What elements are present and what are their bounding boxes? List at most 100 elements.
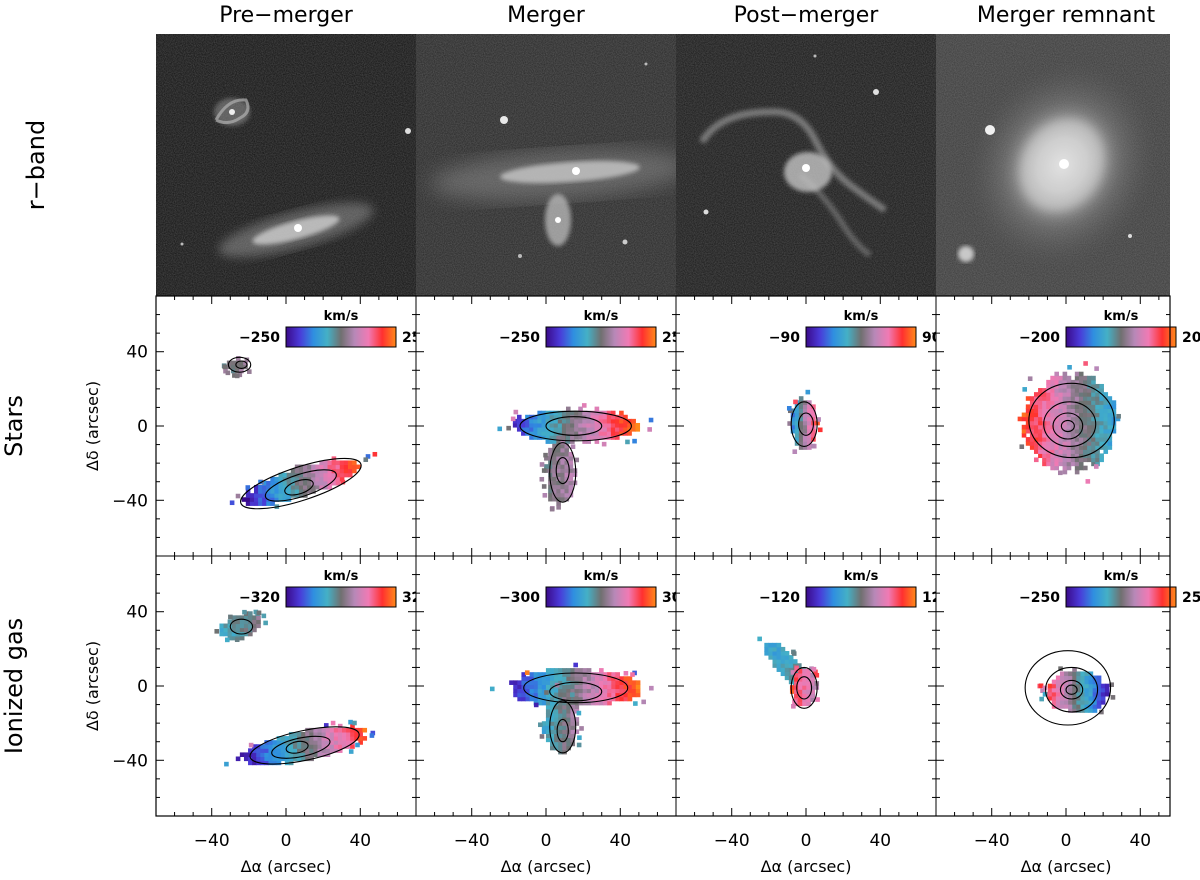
velocity-pixel xyxy=(1087,449,1092,454)
velocity-pixel xyxy=(806,685,811,690)
velocity-pixel xyxy=(325,740,331,745)
velocity-pixel xyxy=(1050,457,1055,463)
velocity-pixel xyxy=(1062,457,1068,463)
velocity-pixel xyxy=(802,408,808,414)
velocity-pixel xyxy=(1058,453,1064,459)
velocity-pixel xyxy=(541,688,547,694)
velocity-pixel xyxy=(372,451,378,457)
velocity-pixel xyxy=(568,484,574,490)
velocity-pixel xyxy=(319,468,324,474)
colorbar: km/s−200200 xyxy=(1019,309,1200,348)
velocity-pixel xyxy=(560,480,566,486)
velocity-pixel xyxy=(590,422,596,428)
intensity-contour xyxy=(545,416,603,436)
velocity-pixel xyxy=(327,484,333,490)
velocity-pixel xyxy=(1078,379,1084,385)
velocity-pixel xyxy=(603,692,608,698)
velocity-pixel xyxy=(1096,675,1102,681)
velocity-pixel xyxy=(590,410,596,416)
velocity-pixel xyxy=(578,692,584,698)
velocity-pixel xyxy=(564,460,570,465)
velocity-pixel xyxy=(1066,420,1072,426)
velocity-pixel xyxy=(538,722,543,728)
velocity-pixel xyxy=(1046,400,1051,405)
velocity-pixel xyxy=(292,748,298,753)
velocity-pixel xyxy=(329,731,335,737)
velocity-pixel xyxy=(305,748,310,753)
velocity-pixel xyxy=(1091,420,1096,426)
velocity-pixel xyxy=(1066,379,1072,385)
velocity-pixel xyxy=(232,373,237,378)
velocity-pixel xyxy=(346,740,351,745)
velocity-pixel xyxy=(635,692,641,698)
velocity-pixel xyxy=(1072,671,1077,677)
velocity-pixel xyxy=(564,468,570,473)
velocity-pixel xyxy=(292,752,298,758)
velocity-pixel xyxy=(327,464,333,470)
velocity-pixel xyxy=(286,489,292,494)
velocity-pixel xyxy=(1070,392,1076,397)
velocity-pixel xyxy=(1091,441,1096,446)
velocity-pixel xyxy=(1054,428,1060,434)
velocity-pixel xyxy=(282,472,288,478)
colorbar-gradient xyxy=(545,586,657,608)
velocity-pixel xyxy=(1038,396,1043,401)
velocity-pixel xyxy=(550,700,555,706)
velocity-pixel xyxy=(633,701,638,706)
velocity-pixel xyxy=(1062,416,1068,422)
velocity-pixel xyxy=(243,623,249,629)
velocity-pixel xyxy=(594,700,600,706)
map-frame xyxy=(155,295,1171,817)
velocity-pixel xyxy=(1091,424,1096,430)
velocity-pixel xyxy=(802,677,807,682)
velocity-pixel xyxy=(590,684,596,690)
velocity-pixel xyxy=(243,619,249,625)
velocity-pixel xyxy=(561,410,567,416)
velocity-pixel xyxy=(557,418,563,424)
velocity-pixel xyxy=(235,360,240,366)
velocity-pixel xyxy=(225,370,231,376)
velocity-pixel xyxy=(586,418,592,424)
velocity-pixel xyxy=(1078,416,1084,422)
velocity-pixel xyxy=(311,476,316,482)
velocity-pixel xyxy=(264,756,269,762)
velocity-pixel xyxy=(1050,375,1055,381)
velocity-pixel xyxy=(558,700,563,706)
velocity-pixel xyxy=(1058,396,1064,401)
velocity-pixel xyxy=(248,623,253,629)
velocity-pixel xyxy=(343,464,349,470)
velocity-pixel xyxy=(358,736,363,741)
velocity-pixel xyxy=(552,464,557,469)
velocity-pixel xyxy=(623,422,628,428)
velocity-pixel xyxy=(1074,371,1080,377)
velocity-pixel xyxy=(549,435,555,440)
velocity-pixel xyxy=(794,420,800,426)
velocity-pixel xyxy=(556,472,561,477)
velocity-pixel xyxy=(568,488,574,494)
velocity-pixel xyxy=(794,412,800,418)
velocity-pixel xyxy=(1051,695,1057,701)
velocity-pixel xyxy=(615,680,620,685)
velocity-pixel xyxy=(549,439,555,444)
velocity-pixel xyxy=(570,721,576,726)
velocity-pixel xyxy=(1103,408,1109,414)
velocity-pixel xyxy=(307,476,312,482)
velocity-pixel xyxy=(1103,437,1109,442)
velocity-pixel xyxy=(237,372,243,378)
velocity-pixel xyxy=(529,696,535,702)
velocity-pixel xyxy=(1104,683,1110,689)
velocity-pixel xyxy=(370,730,376,736)
velocity-pixel xyxy=(1094,366,1099,371)
velocity-pixel xyxy=(772,659,778,664)
velocity-pixel xyxy=(1084,704,1090,709)
velocity-pixel xyxy=(780,646,786,652)
velocity-pixel xyxy=(1050,396,1055,401)
velocity-pixel xyxy=(282,493,288,498)
velocity-pixel xyxy=(1033,392,1039,397)
velocity-pixel xyxy=(305,740,310,745)
velocity-pixel xyxy=(1103,400,1109,405)
velocity-pixel xyxy=(1087,457,1092,463)
velocity-pixel xyxy=(570,717,576,722)
velocity-pixel xyxy=(560,435,566,441)
